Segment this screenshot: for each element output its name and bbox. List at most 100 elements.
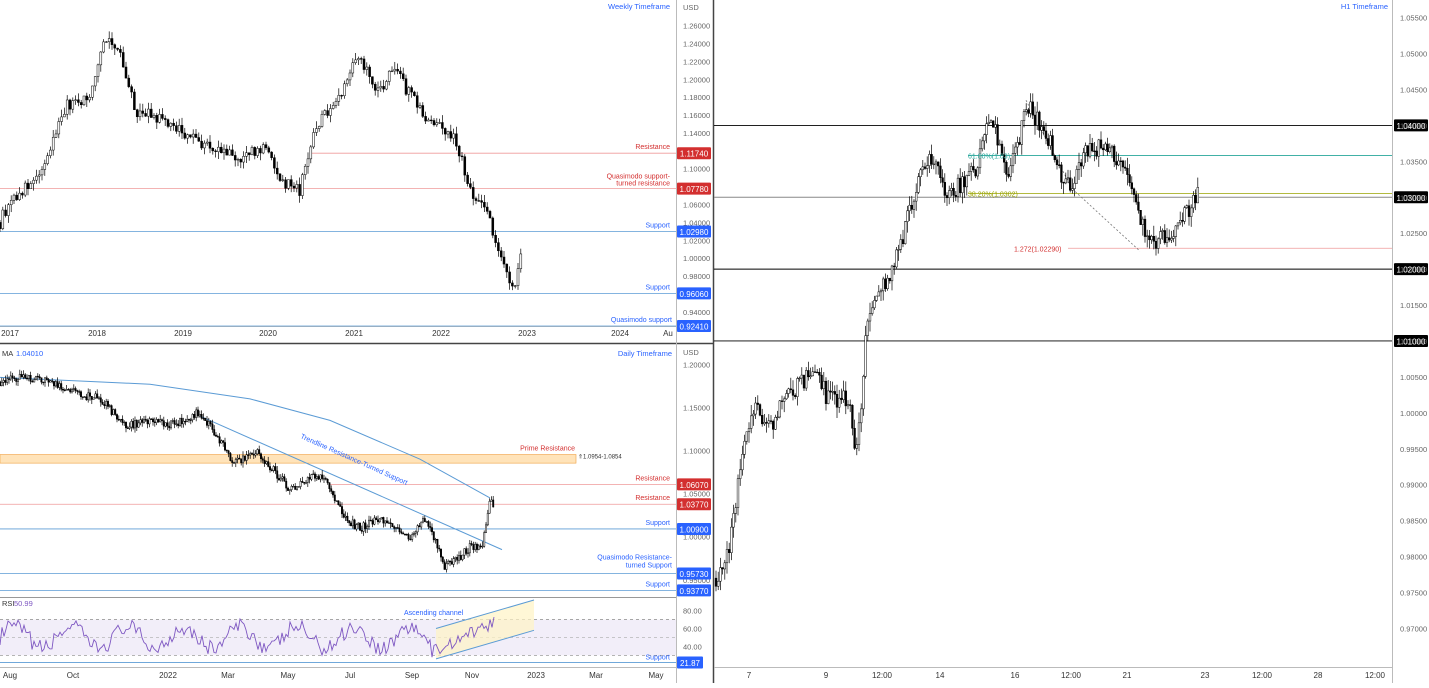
candle-body: [242, 455, 244, 464]
candle-body: [119, 49, 122, 53]
candle-body: [209, 421, 212, 425]
candle-body: [483, 202, 486, 208]
candle-body: [0, 222, 2, 229]
weekly-level-value: 1.11740: [680, 150, 709, 159]
h1-y-tick: 0.99500: [1400, 445, 1427, 454]
candle-body: [60, 383, 63, 390]
candle-body: [107, 38, 111, 42]
candle-body: [1022, 111, 1026, 121]
h1-level-badge: [1394, 119, 1428, 132]
daily-level-value: 1.06070: [680, 481, 709, 490]
weekly-level-badge: [677, 225, 711, 238]
candle-body: [813, 371, 817, 373]
candle-body: [410, 87, 413, 93]
candle-body: [741, 454, 744, 471]
candle-body: [732, 513, 735, 528]
candle-body: [846, 404, 850, 407]
candle-body: [17, 379, 19, 382]
daily-level-badge: [677, 498, 711, 511]
candle-body: [987, 122, 990, 124]
candle-body: [917, 176, 920, 193]
candle-body: [214, 150, 217, 152]
h1-x-tick: 12:00: [1252, 671, 1273, 680]
daily-prime-resistance-zone: [0, 454, 577, 464]
candle-body: [134, 420, 136, 429]
candle-body: [499, 250, 503, 258]
weekly-level-value: 1.07780: [680, 185, 709, 194]
candle-body: [184, 420, 187, 423]
candle-body: [798, 377, 801, 380]
candle-body: [829, 390, 832, 393]
candle-body: [72, 388, 75, 390]
candle-body: [494, 235, 497, 243]
candle-body: [414, 531, 417, 534]
candle-body: [1113, 145, 1116, 162]
candle-body: [739, 469, 742, 479]
candle-body: [63, 389, 66, 391]
candle-body: [320, 114, 324, 127]
candle-body: [928, 154, 931, 166]
candle-body: [429, 119, 433, 122]
h1-x-tick: 14: [936, 671, 945, 680]
daily-y-tick: 1.00000: [683, 533, 710, 542]
candle-body: [714, 577, 718, 587]
candle-body: [45, 377, 48, 380]
h1-level-badge: [1394, 334, 1428, 347]
candle-body: [840, 397, 843, 400]
candle-body: [396, 68, 399, 72]
candle-body: [46, 155, 49, 164]
candle-body: [479, 545, 482, 548]
candle-body: [71, 389, 73, 393]
weekly-y-tick: 1.20000: [683, 75, 710, 84]
candle-body: [105, 401, 108, 407]
candle-body: [98, 397, 100, 399]
candle-body: [1117, 160, 1120, 166]
candle-body: [312, 132, 315, 148]
candle-body: [871, 307, 874, 314]
candle-body: [765, 422, 768, 424]
candle-body: [312, 473, 315, 475]
candle-body: [513, 285, 517, 287]
candle-body: [298, 184, 301, 196]
candle-body: [11, 375, 14, 379]
candle-body: [1053, 155, 1056, 161]
candle-body: [344, 515, 347, 518]
rsi-value: 50.99: [14, 599, 33, 608]
candle-body: [868, 313, 872, 322]
candle-body: [396, 527, 399, 529]
candle-body: [1126, 167, 1129, 175]
candle-body: [309, 146, 313, 160]
candle-body: [99, 397, 102, 403]
candle-body: [943, 182, 946, 196]
daily-currency-label: USD: [683, 348, 699, 357]
weekly-x-tick: Au: [663, 329, 673, 338]
candle-body: [33, 379, 36, 383]
candle-body: [1150, 236, 1153, 241]
candle-body: [81, 396, 84, 398]
candle-body: [1137, 201, 1140, 211]
candle-body: [800, 374, 803, 379]
candle-body: [353, 519, 356, 530]
candle-body: [200, 140, 203, 149]
candle-body: [480, 200, 483, 203]
weekly-level-value: 0.96060: [680, 290, 709, 299]
candle-body: [468, 543, 471, 554]
candle-body: [172, 122, 175, 126]
candle-body: [204, 418, 207, 421]
candle-body: [458, 555, 460, 561]
candle-body: [1025, 109, 1028, 112]
h1-panel: [714, 93, 1428, 592]
weekly-y-tick: 1.26000: [683, 22, 710, 31]
candle-body: [807, 370, 810, 378]
candle-body: [405, 533, 408, 536]
candle-body: [301, 174, 304, 196]
candle-body: [141, 110, 145, 114]
candle-body: [231, 460, 234, 463]
candle-body: [233, 155, 237, 161]
candle-body: [183, 132, 187, 139]
candle-body: [281, 476, 284, 479]
candle-body: [339, 504, 342, 507]
candle-body: [368, 519, 370, 527]
candle-body: [842, 390, 845, 400]
candle-body: [297, 486, 300, 488]
